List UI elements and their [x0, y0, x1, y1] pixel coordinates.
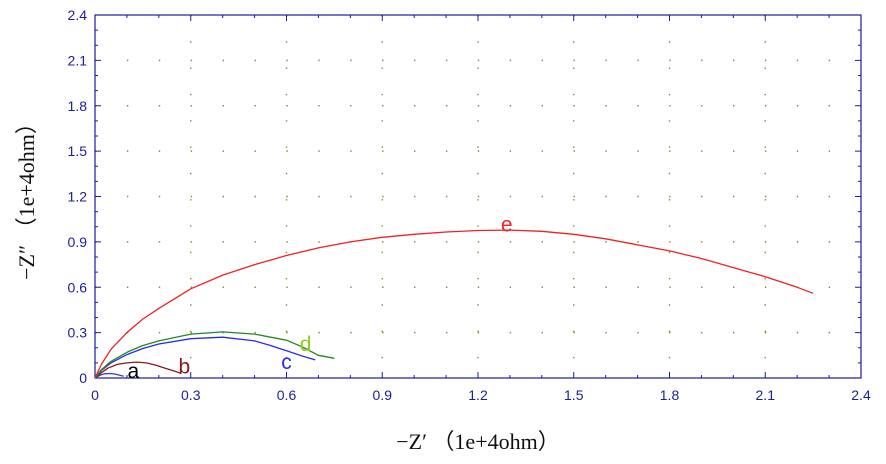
- y-tick-label: 1.2: [68, 189, 88, 205]
- y-tick-label: 0: [79, 370, 87, 386]
- x-tick-label: 1.2: [468, 387, 488, 403]
- x-tick-label: 1.8: [660, 387, 680, 403]
- x-tick-label: 2.4: [851, 387, 871, 403]
- x-tick-label: 0: [91, 387, 99, 403]
- y-tick-labels: 0 0.3 0.6 0.9 1.2 1.5 1.8 2.1 2.4: [68, 7, 88, 386]
- series-label-c: c: [281, 351, 292, 374]
- series-line-c: [94, 336, 316, 379]
- x-axis-title: −Z′ （1e+4ohm）: [396, 429, 559, 454]
- y-tick-label: 2.1: [68, 52, 88, 68]
- series-line-a: [94, 372, 124, 379]
- y-tick-label: 0.3: [68, 325, 88, 341]
- series-labels: a b cd e: [127, 213, 512, 383]
- series-label-d: d: [300, 333, 312, 356]
- x-tick-label: 0.3: [181, 387, 201, 403]
- y-tick-label: 1.5: [68, 143, 88, 159]
- tick-marks: [94, 14, 862, 379]
- y-tick-label: 1.8: [68, 98, 88, 114]
- series-label-b: b: [179, 355, 191, 378]
- y-tick-label: 2.4: [68, 7, 88, 23]
- series-label-e: e: [501, 213, 513, 236]
- series-line-e: [94, 229, 814, 379]
- grid-layer: [95, 15, 861, 378]
- series-line-b: [94, 361, 182, 379]
- x-tick-label: 1.5: [564, 387, 584, 403]
- x-tick-label: 0.9: [373, 387, 393, 403]
- x-tick-label: 0.6: [277, 387, 297, 403]
- y-tick-label: 0.6: [68, 279, 88, 295]
- series-layer: [94, 229, 814, 379]
- series-label-a: a: [127, 360, 139, 383]
- series-line-d: [94, 331, 335, 379]
- y-tick-label: 0.9: [68, 234, 88, 250]
- x-tick-labels: 0 0.3 0.6 0.9 1.2 1.5 1.8 2.1 2.4: [91, 387, 871, 403]
- y-axis-title: −Z″ （1e+4ohm）: [14, 112, 39, 280]
- x-tick-label: 2.1: [756, 387, 776, 403]
